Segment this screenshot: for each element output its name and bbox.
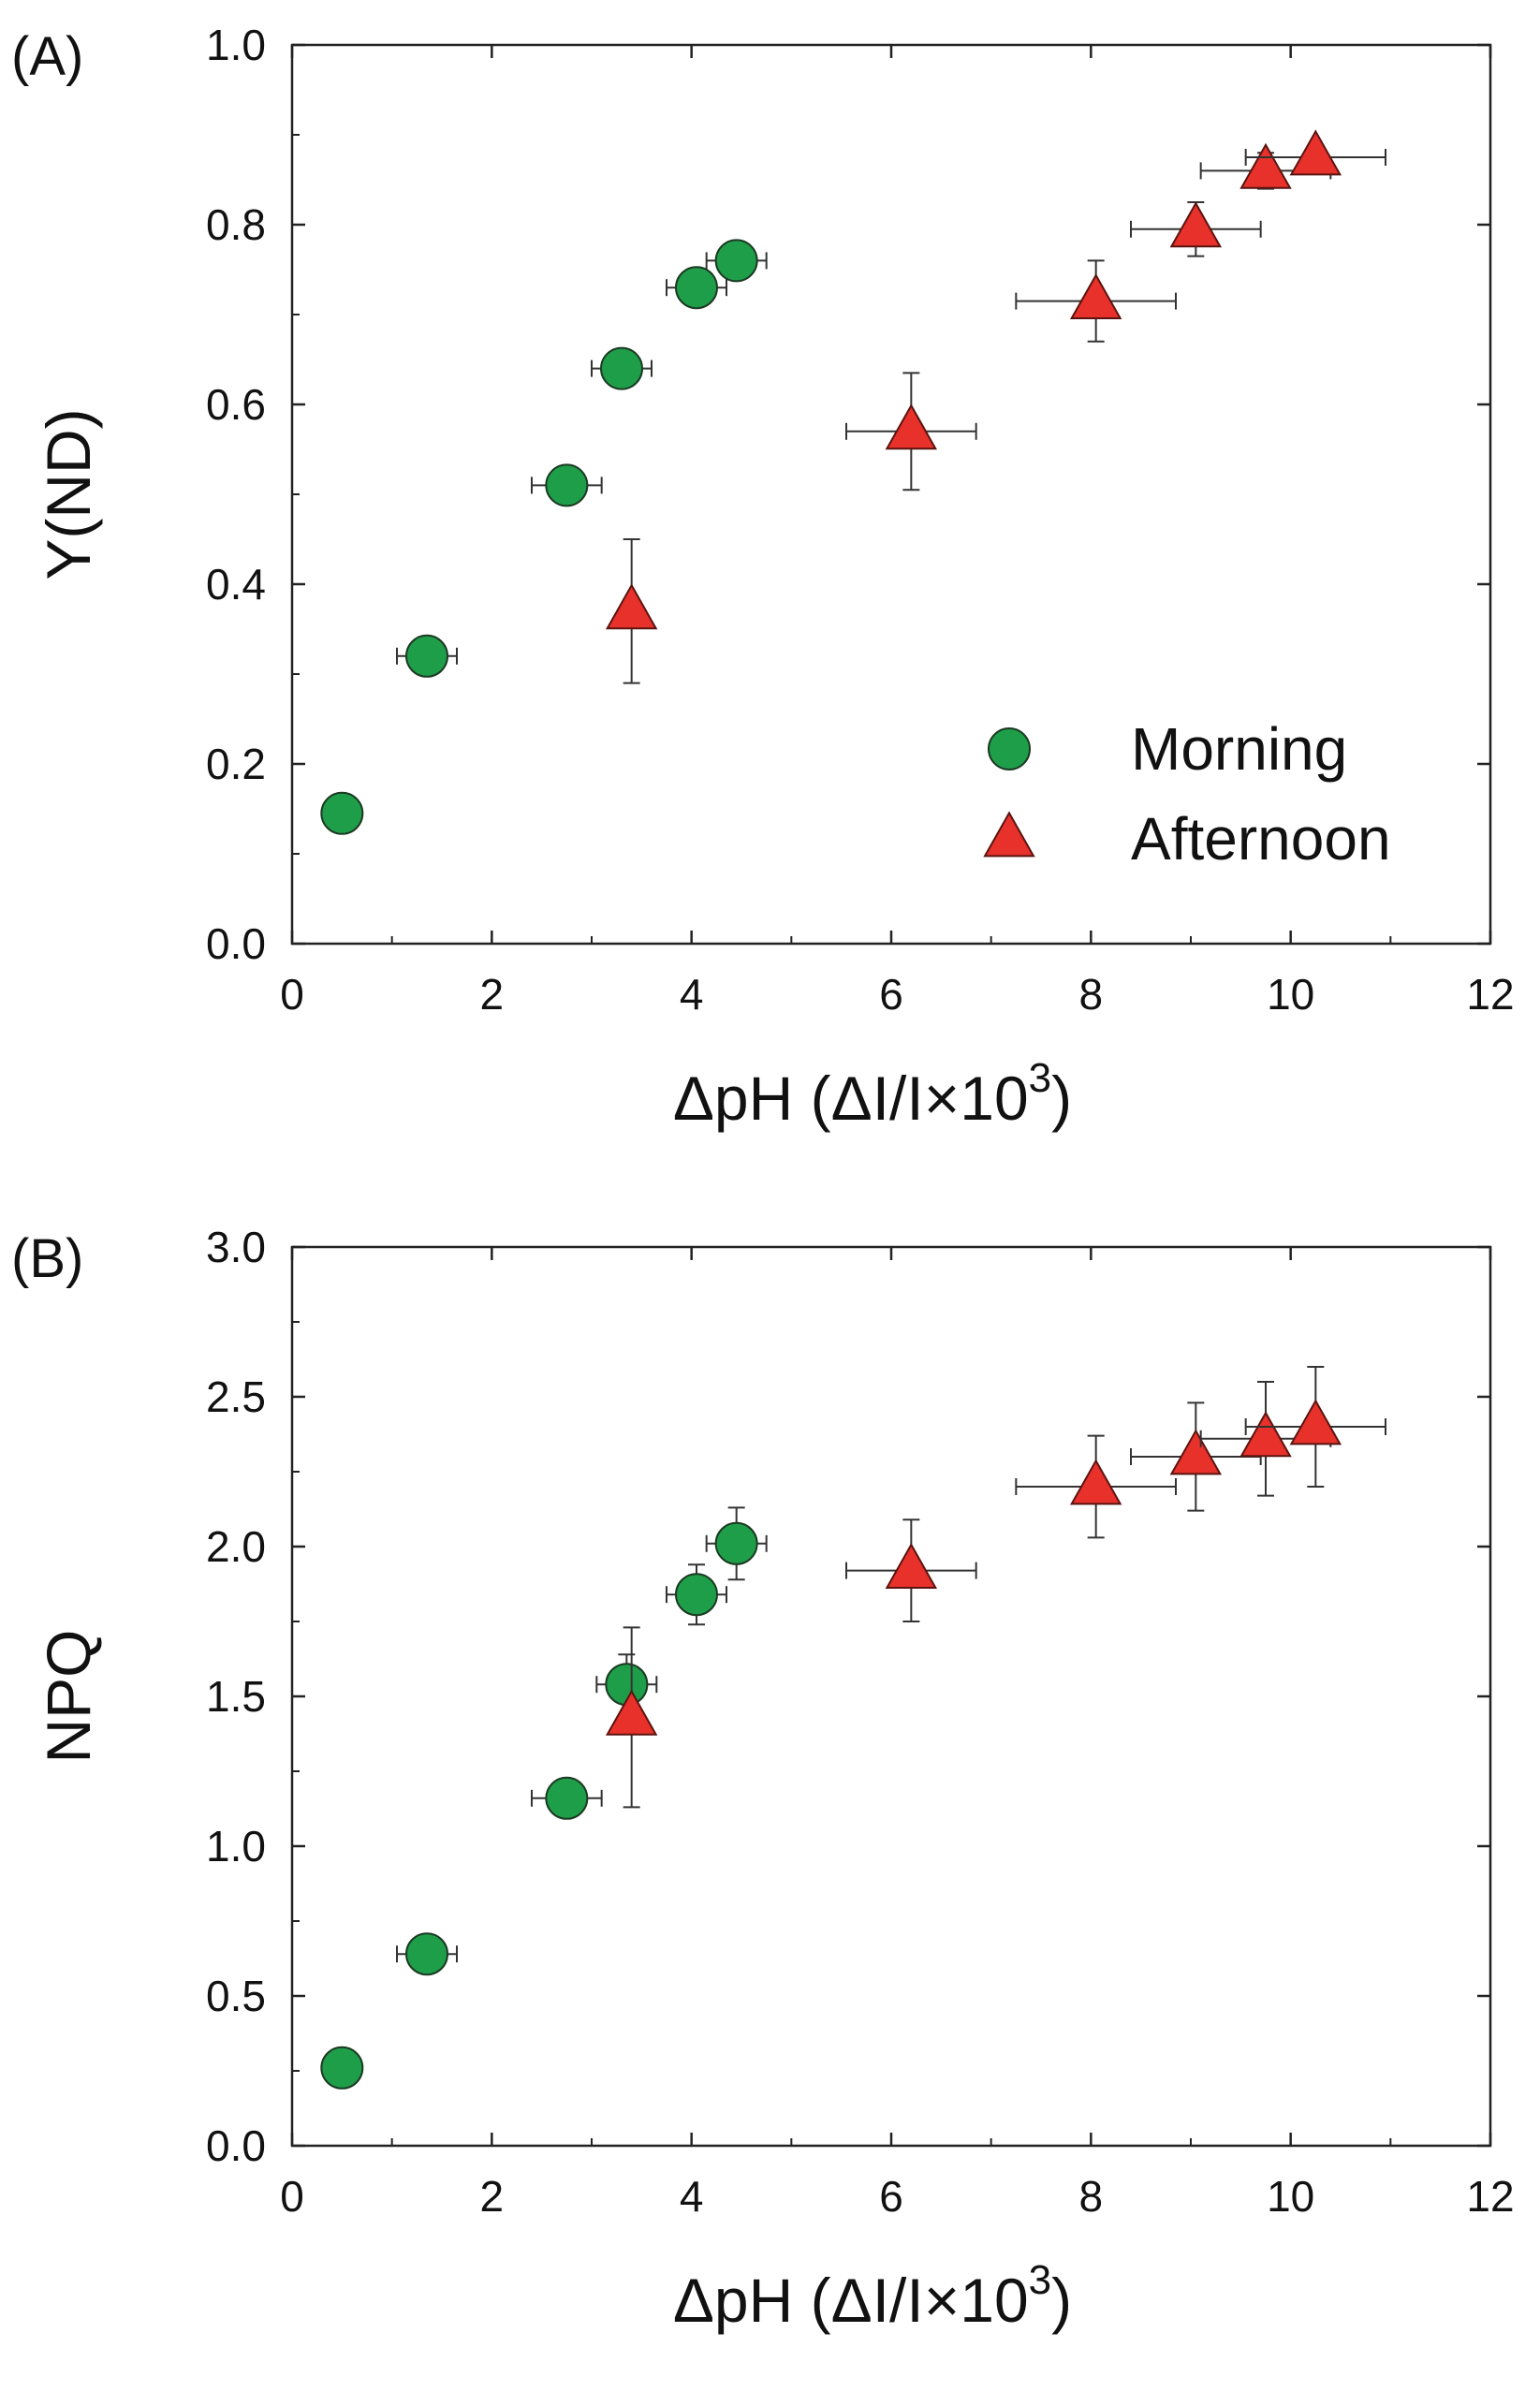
x-axis-label-close: ) [1051,2266,1072,2335]
morning-point [320,791,364,835]
y-tick-label: 0.0 [206,2121,266,2170]
afternoon-point [1239,1411,1292,1458]
morning-point [714,1521,758,1565]
x-tick-label: 10 [1267,970,1314,1019]
legend-label: Afternoon [1131,805,1391,873]
legend-label: Morning [1131,715,1347,783]
afternoon-point [1169,201,1223,248]
x-axis-label-superscript: 3 [1029,2257,1051,2303]
afternoon-point [885,1542,938,1589]
morning-point [545,463,589,507]
afternoon-point [1069,272,1122,319]
panel-b: 0 2 4 6 8 10 12 0.0 0.5 1.0 1.5 2.0 2.5 3.0 ΔpH (ΔI/I×… [11,1223,1515,2335]
x-tick-label: 4 [680,970,704,1019]
morning-point [675,266,718,310]
afternoon-point [1239,142,1292,189]
afternoon-point [1169,1429,1223,1475]
y-tick-label: 2.0 [206,1522,266,1571]
y-tick-label: 0.8 [206,200,266,249]
plot-frame [290,1245,1492,2148]
afternoon-point [1069,1459,1122,1505]
x-axis-label-main: ΔpH (ΔI/I×10 [673,1064,1029,1133]
y-tick-label: 1.0 [206,1822,266,1871]
x-tick-label: 0 [280,2172,304,2221]
x-tick-label: 6 [879,970,903,1019]
afternoon-point [605,583,658,630]
x-tick-label: 10 [1267,2172,1314,2221]
afternoon-point [605,1689,658,1736]
x-tick-label: 6 [879,2172,903,2221]
panel-a: 0 2 4 6 8 10 12 0.0 0.2 0.4 0.6 0.8 1.0 ΔpH (ΔI/I×103… [11,21,1515,1133]
afternoon-point [1289,1399,1342,1445]
morning-point [545,1776,589,1820]
morning-point [600,346,643,390]
legend-morning-marker [988,727,1031,770]
morning-point [714,239,758,283]
morning-point [405,634,448,678]
y-tick-label: 0.4 [206,560,266,609]
y-tick-label: 0.5 [206,1972,266,2020]
y-tick-label: 1.0 [206,21,266,69]
x-axis-label: ΔpH (ΔI/I×103) [673,2257,1072,2335]
x-tick-label: 12 [1466,2172,1514,2221]
x-tick-label: 2 [480,2172,505,2221]
y-tick-label: 2.5 [206,1372,266,1421]
x-tick-label: 8 [1079,2172,1104,2221]
y-axis-label: Y(ND) [34,408,103,579]
x-tick-label: 0 [280,970,304,1019]
x-tick-label: 2 [480,970,505,1019]
morning-point [405,1932,448,1976]
panel-label: (B) [11,1228,83,1289]
y-axis-label: NPQ [34,1629,103,1763]
panel-label: (A) [11,26,83,87]
y-tick-label: 0.0 [206,919,266,968]
y-tick-label: 1.5 [206,1672,266,1721]
x-tick-label: 12 [1466,970,1514,1019]
x-axis-label: ΔpH (ΔI/I×103) [673,1055,1072,1133]
x-tick-label: 4 [680,2172,704,2221]
y-tick-label: 3.0 [206,1223,266,1271]
afternoon-point [885,403,938,450]
x-axis-label-superscript: 3 [1029,1055,1051,1101]
x-axis-label-close: ) [1051,1064,1072,1133]
y-tick-label: 0.2 [206,740,266,788]
x-tick-label: 8 [1079,970,1104,1019]
x-axis-label-main: ΔpH (ΔI/I×10 [673,2266,1029,2335]
afternoon-point [1289,129,1342,176]
morning-point [675,1573,718,1617]
y-tick-label: 0.6 [206,380,266,429]
morning-point [320,2046,364,2090]
legend-afternoon-marker [983,811,1035,858]
